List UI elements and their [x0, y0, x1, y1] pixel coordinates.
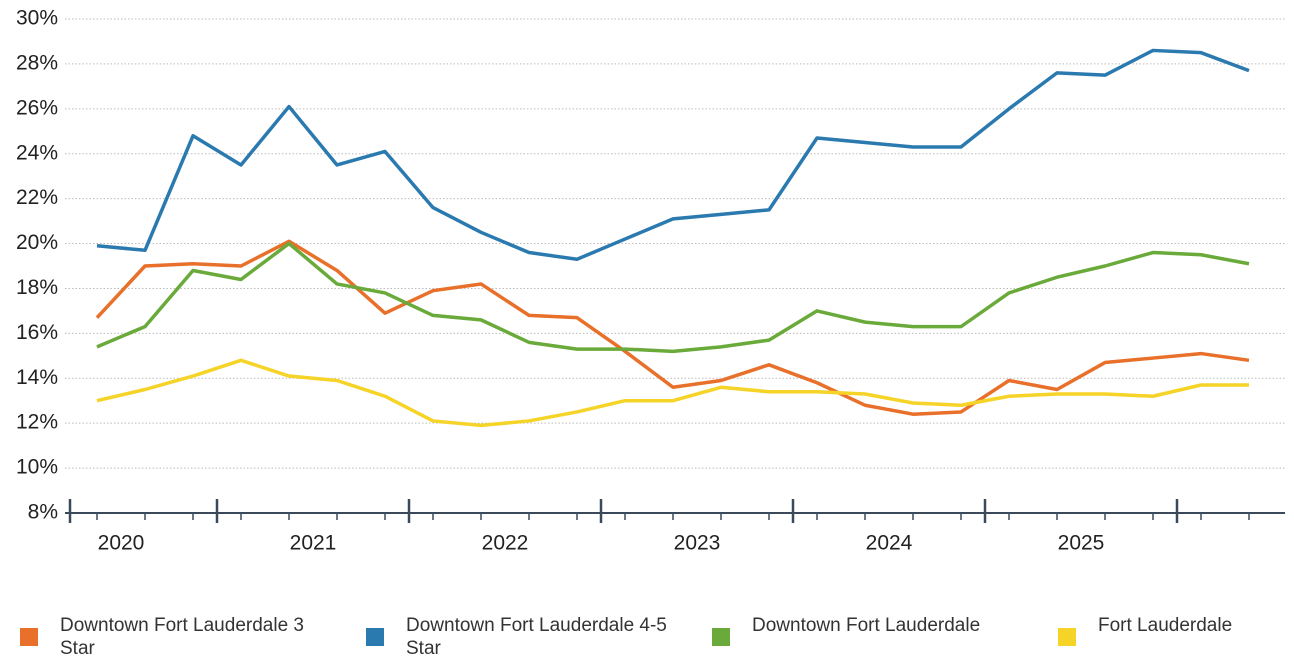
y-tick-label: 30% [16, 7, 58, 30]
y-tick-label: 28% [16, 51, 58, 74]
x-tick-label: 2020 [98, 532, 145, 555]
y-tick-label: 10% [16, 456, 58, 479]
legend-item: Downtown Fort Lauderdale [712, 614, 1027, 646]
y-tick-label: 18% [16, 276, 58, 299]
series-line [95, 239, 1250, 416]
legend-swatch [20, 628, 38, 646]
legend-label: Fort Lauderdale [1098, 615, 1233, 636]
legend-swatch [1058, 628, 1076, 646]
series-line [96, 241, 1250, 354]
x-tick-label: 2022 [482, 532, 529, 555]
x-tick-label: 2021 [290, 532, 337, 555]
y-tick-label: 26% [16, 96, 58, 119]
legend-item: Downtown Fort Lauderdale 4-5 Star [366, 614, 681, 660]
y-tick-label: 24% [16, 141, 58, 164]
x-tick-label: 2024 [866, 532, 913, 555]
legend-swatch [712, 628, 730, 646]
y-tick-label: 12% [16, 411, 58, 434]
chart: 8% 10% 12% 14% 16% 18% 20% 22% 24% 26% 28% 30% 2020 2… [16, 7, 1285, 555]
y-tick-label: 20% [16, 231, 58, 254]
legend-item: Downtown Fort Lauderdale 3 Star [20, 614, 335, 660]
legend-item: Fort Lauderdale [1058, 614, 1294, 646]
y-tick-label: 8% [28, 501, 58, 524]
legend-label: Downtown Fort Lauderdale 4-5 Star [406, 615, 667, 659]
y-tick-label: 16% [16, 321, 58, 344]
y-tick-label: 22% [16, 186, 58, 209]
series-line [96, 48, 1250, 262]
x-tick-label: 2025 [1058, 532, 1105, 555]
legend-label: Downtown Fort Lauderdale [752, 615, 981, 636]
legend-swatch [366, 628, 384, 646]
legend-label: Downtown Fort Lauderdale 3 Star [60, 615, 304, 659]
y-tick-label: 14% [16, 366, 58, 389]
series-line [96, 358, 1249, 428]
x-tick-label: 2023 [674, 532, 721, 555]
